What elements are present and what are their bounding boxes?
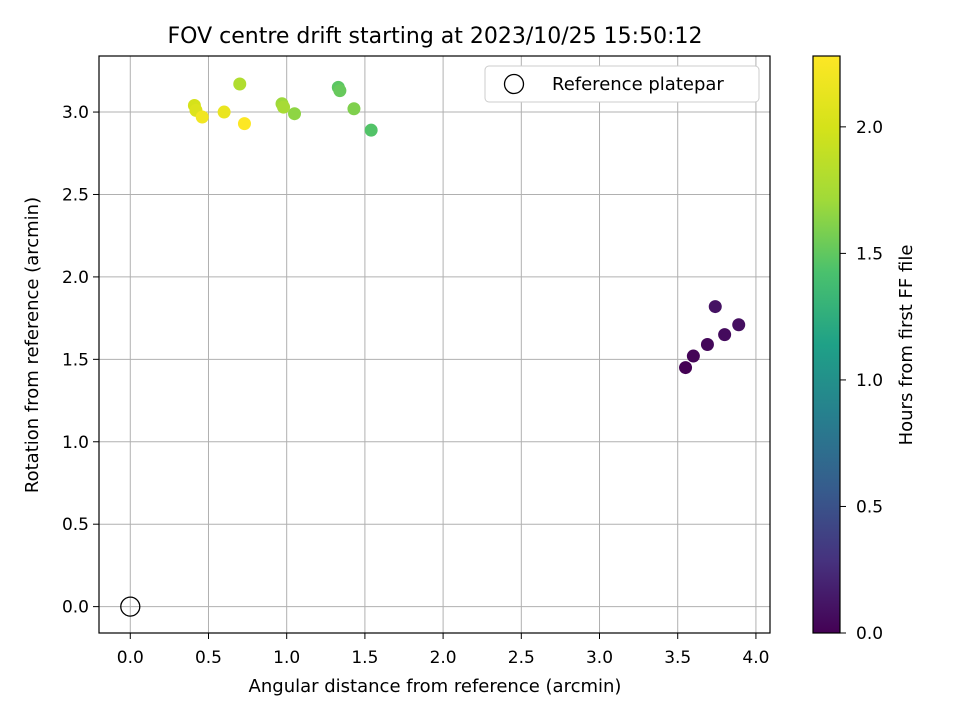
data-point [732, 318, 746, 332]
colorbar-tick-label: 1.5 [856, 244, 883, 264]
colorbar-tick-label: 1.0 [856, 371, 883, 391]
plot-area-frame [98, 55, 771, 634]
data-point [364, 123, 378, 137]
data-point [233, 77, 247, 91]
x-tick-label: 3.0 [586, 648, 613, 668]
legend-label: Reference platepar [552, 74, 724, 95]
data-point [347, 102, 361, 116]
data-point [333, 84, 347, 98]
x-tick-label: 3.5 [664, 648, 691, 668]
data-points [120, 77, 746, 617]
y-tick-label: 2.5 [62, 185, 89, 205]
data-point [217, 105, 231, 119]
x-tick-label: 2.5 [508, 648, 535, 668]
legend-box [484, 65, 760, 103]
data-point [195, 110, 209, 124]
grid-lines [99, 56, 770, 633]
colorbar-ticks: 0.0 0.5 1.0 1.5 2.0 [840, 118, 883, 644]
colorbar-label: Hours from first FF file [896, 245, 917, 446]
reference-platepar-marker [120, 596, 141, 617]
data-point [700, 338, 714, 351]
chart-title: FOV centre drift starting at 2023/10/25 … [168, 24, 703, 49]
x-tick-label: 1.5 [351, 648, 378, 668]
colorbar-tick-label: 2.0 [856, 118, 883, 138]
data-point [237, 117, 251, 131]
x-axis-label: Angular distance from reference (arcmin) [249, 676, 622, 697]
colorbar: 0.0 0.5 1.0 1.5 2.0 Hours from first FF file [812, 55, 917, 644]
y-tick-label: 0.5 [62, 515, 89, 535]
y-tick-label: 0.0 [62, 598, 89, 618]
x-tick-label: 2.0 [430, 648, 457, 668]
x-tick-label: 0.0 [117, 648, 144, 668]
legend-marker [503, 73, 525, 95]
data-point [277, 100, 291, 114]
data-point [686, 349, 700, 363]
data-point [288, 107, 302, 121]
y-axis-label: Rotation from reference (arcmin) [22, 197, 43, 493]
x-tick-label: 1.0 [273, 648, 300, 668]
x-tick-label: 0.5 [195, 648, 222, 668]
y-tick-label: 3.0 [62, 103, 89, 123]
y-tick-label: 1.0 [62, 433, 89, 453]
colorbar-tick-label: 0.0 [856, 624, 883, 644]
legend: Reference platepar [484, 65, 760, 103]
axis-ticks: 0.0 0.5 1.0 1.5 2.0 2.5 3.0 3.5 4.0 0.0 0.5 1.0 1.5 2… [62, 103, 769, 668]
y-tick-label: 1.5 [62, 350, 89, 370]
y-tick-label: 2.0 [62, 268, 89, 288]
colorbar-gradient [812, 55, 841, 634]
x-tick-label: 4.0 [742, 648, 769, 668]
colorbar-tick-label: 0.5 [856, 497, 883, 517]
data-point [679, 361, 693, 375]
data-point [718, 328, 732, 342]
data-point [708, 300, 722, 314]
